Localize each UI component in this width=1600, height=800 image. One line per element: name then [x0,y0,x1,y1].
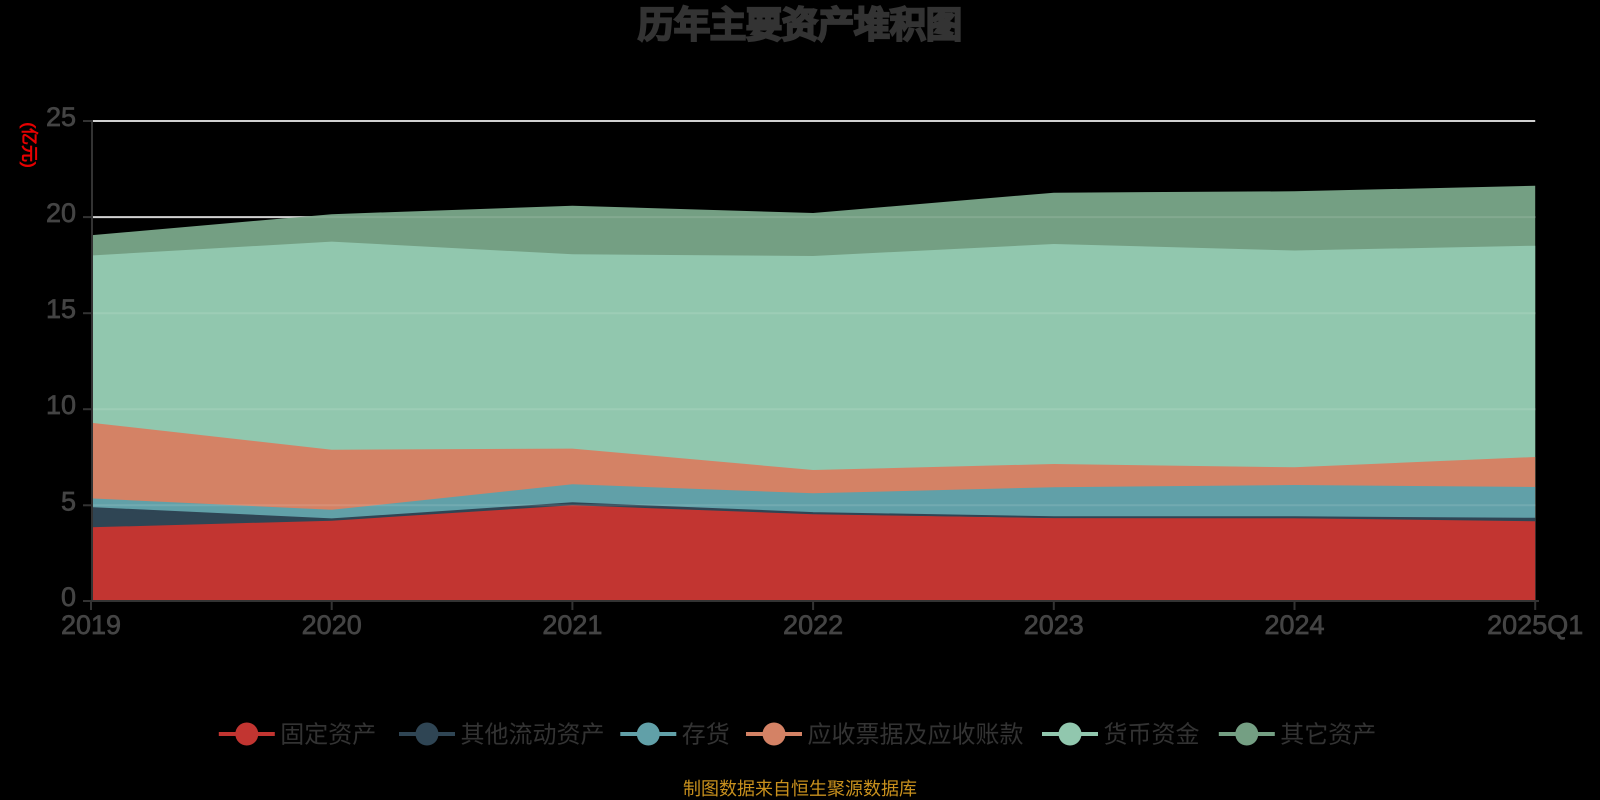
svg-text:2023: 2023 [1024,610,1084,640]
svg-text:2021: 2021 [542,610,602,640]
svg-text:25: 25 [46,102,76,132]
svg-text:5: 5 [61,486,76,516]
svg-text:2025Q1: 2025Q1 [1487,610,1583,640]
svg-text:0: 0 [61,582,76,612]
svg-text:存货: 存货 [682,722,730,749]
svg-text:制图数据来自恒生聚源数据库: 制图数据来自恒生聚源数据库 [683,779,917,799]
svg-text:其他流动资产: 其他流动资产 [461,722,605,749]
svg-text:20: 20 [46,198,76,228]
svg-text:2019: 2019 [61,610,121,640]
svg-text:2024: 2024 [1264,610,1324,640]
svg-text:应收票据及应收账款: 应收票据及应收账款 [808,722,1024,749]
svg-text:固定资产: 固定资产 [280,722,376,749]
svg-text:历年主要资产堆积图: 历年主要资产堆积图 [638,4,962,45]
svg-text:2022: 2022 [783,610,843,640]
svg-text:10: 10 [46,390,76,420]
svg-text:其它资产: 其它资产 [1280,722,1376,749]
svg-text:15: 15 [46,294,76,324]
svg-text:货币资金: 货币资金 [1104,722,1200,749]
svg-text:2020: 2020 [302,610,362,640]
svg-text:(亿元): (亿元) [20,122,39,167]
